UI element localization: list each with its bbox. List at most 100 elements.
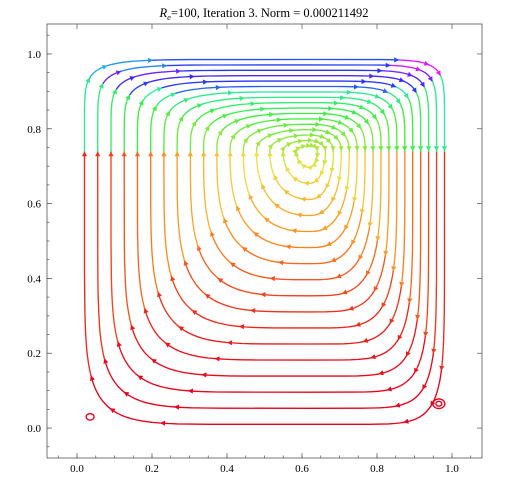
streamline-segment (150, 150, 159, 293)
streamline-arrow (382, 88, 389, 94)
streamline-arrow (394, 402, 401, 408)
streamline-arrow (301, 144, 307, 150)
streamline-arrow (398, 77, 405, 83)
streamline-arrow (371, 114, 377, 120)
streamline-arrow (315, 121, 321, 127)
streamline-segment (232, 91, 353, 94)
streamline-arrow (157, 291, 162, 298)
streamline-arrow (214, 356, 220, 362)
streamline-arrow (330, 257, 337, 263)
streamline-arrow (283, 189, 290, 195)
streamline-segment (204, 293, 251, 311)
streamline-arrow (403, 93, 409, 99)
streamline-arrow (274, 203, 280, 209)
streamline-arrow (328, 105, 334, 111)
streamline-arrow (174, 404, 180, 410)
streamline-arrow (407, 71, 413, 77)
streamline-arrow (340, 95, 346, 101)
streamline-segment (110, 88, 118, 152)
streamline-arrow (292, 176, 299, 182)
streamline-arrow (103, 358, 109, 364)
streamline-arrow (239, 95, 245, 101)
streamline-arrow (165, 110, 170, 117)
streamline-segment (202, 150, 212, 232)
streamline-segment (148, 75, 196, 83)
streamline-segment (223, 217, 243, 248)
streamline-arrow (187, 388, 193, 394)
streamline-arrow (230, 134, 236, 140)
streamline-segment (163, 110, 171, 152)
streamline-arrow (387, 103, 393, 110)
streamline-segment (377, 356, 407, 375)
streamline-segment (407, 97, 414, 152)
streamline-segment (191, 309, 240, 328)
streamline-arrow (267, 143, 274, 150)
streamline-arrow (374, 93, 381, 99)
streamline-arrow (373, 286, 379, 292)
streamline-arrow (311, 162, 317, 167)
streamline-arrow (255, 141, 261, 147)
streamline-arrow (361, 78, 367, 85)
streamline-arrow (331, 124, 337, 130)
streamline-arrow (394, 57, 400, 63)
streamline-arrow (143, 81, 149, 87)
streamline-arrow (238, 324, 245, 330)
streamline-segment (161, 81, 209, 89)
plot-frame (46, 23, 483, 459)
streamline-segment (229, 150, 238, 207)
streamline-arrow (134, 151, 141, 157)
streamline-arrow (369, 73, 375, 79)
streamline-segment (384, 150, 390, 257)
streamline-segment (264, 107, 334, 110)
streamline-segment (368, 123, 374, 152)
streamline-segment (365, 240, 378, 277)
streamline-arrow (170, 92, 176, 98)
streamline-arrow (123, 391, 130, 397)
streamline-arrow (315, 152, 321, 158)
streamline-arrow (362, 337, 369, 343)
streamline-arrow (152, 105, 157, 112)
y-tick-label: 0.6 (27, 199, 41, 211)
streamline-arrow (313, 177, 320, 183)
streamline-segment (380, 270, 394, 309)
streamline-arrow (250, 308, 256, 314)
streamline-arrow (183, 260, 189, 266)
streamline-arrow (297, 158, 303, 165)
streamline-arrow (352, 197, 358, 203)
streamline-arrow (370, 354, 376, 360)
streamline-arrow (331, 196, 336, 202)
streamline-arrow (276, 117, 282, 123)
streamline-arrow (344, 224, 349, 231)
streamline-segment (368, 150, 374, 229)
streamline-arrow (304, 180, 310, 187)
streamline-arrow (348, 127, 354, 133)
streamline-arrow (386, 386, 392, 392)
streamline-segment (187, 389, 388, 393)
streamline-segment (134, 70, 182, 78)
streamline-arrow (402, 146, 408, 152)
streamline-arrow (346, 146, 352, 152)
streamline-arrow (285, 166, 291, 172)
streamline-arrow (410, 146, 416, 152)
streamline-arrow (280, 146, 286, 152)
streamline-segment (248, 193, 265, 219)
streamline-arrow (285, 244, 291, 250)
streamline-segment (217, 277, 262, 295)
streamline-arrow (187, 151, 193, 157)
streamline-segment (163, 150, 172, 277)
streamline-segment (177, 325, 228, 344)
streamline-arrow (356, 123, 361, 129)
streamline-segment (200, 373, 379, 377)
streamline-arrow (348, 305, 354, 311)
streamline-arrow (326, 241, 332, 246)
streamline-arrow (405, 351, 411, 357)
streamline-arrow (379, 109, 385, 115)
streamline-arrow (422, 384, 428, 390)
streamline-arrow (204, 125, 210, 132)
y-tick-label: 0.0 (27, 423, 41, 435)
streamline-arrow (204, 293, 211, 299)
streamline-arrow (242, 247, 248, 253)
streamline-segment (173, 405, 396, 409)
streamline-arrow (201, 372, 207, 378)
streamline-arrow (358, 254, 364, 261)
